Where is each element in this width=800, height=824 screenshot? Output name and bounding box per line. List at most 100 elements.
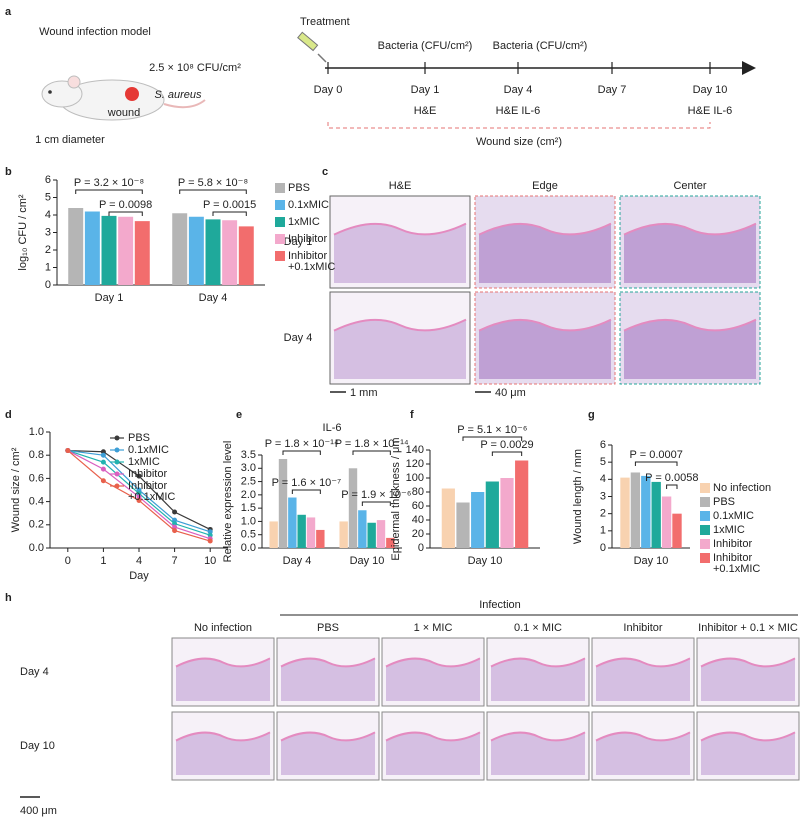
day-label: Day 0 <box>314 84 343 96</box>
epidermis <box>623 222 757 236</box>
significance-bracket <box>212 211 247 216</box>
data-point <box>100 466 106 472</box>
tissue <box>386 732 480 775</box>
column-header: H&E <box>389 180 412 192</box>
y-tick-label: 120 <box>406 458 424 470</box>
legend-label: PBS <box>288 182 310 194</box>
x-tick-label: 7 <box>172 555 178 567</box>
y-tick-label: 0.4 <box>29 496 44 508</box>
syringe <box>297 31 327 63</box>
p-value: P = 0.0029 <box>480 439 533 451</box>
tissue <box>281 658 375 701</box>
y-tick-label: 4 <box>45 209 51 221</box>
y-tick-label: 0 <box>45 279 51 291</box>
scale-bar-label: 1 mm <box>350 387 378 399</box>
x-tick-label: 4 <box>136 555 142 567</box>
y-tick-label: 2 <box>600 508 606 520</box>
legend-label: PBS <box>128 432 150 444</box>
x-tick-label: Day 4 <box>283 555 312 567</box>
y-tick-label: 140 <box>406 444 424 456</box>
wound-size-label: Wound size (cm²) <box>476 136 562 148</box>
epidermis <box>700 657 796 668</box>
y-tick-label: 1 <box>600 525 606 537</box>
y-tick-label: 6 <box>45 174 51 186</box>
y-tick-label: 1.0 <box>241 515 256 527</box>
tissue <box>701 658 795 701</box>
significance-bracket <box>491 451 523 456</box>
day-label: Day 7 <box>598 84 627 96</box>
legend-label: PBS <box>713 496 735 508</box>
y-tick-label: 2.0 <box>241 489 256 501</box>
tissue <box>176 658 270 701</box>
p-value: P = 1.6 × 10⁻⁷ <box>272 477 342 489</box>
tissue <box>479 223 611 283</box>
bar <box>339 521 348 548</box>
bar <box>188 216 204 285</box>
y-tick-label: 20 <box>412 528 424 540</box>
bar <box>134 221 150 285</box>
treatment-label: Treatment <box>300 16 350 28</box>
y-tick-label: 0.8 <box>29 449 44 461</box>
legend-label: 0.1xMIC <box>713 510 754 522</box>
data-point <box>172 509 178 515</box>
y-tick-label: 3 <box>600 490 606 502</box>
bar <box>500 478 514 548</box>
tissue <box>491 732 585 775</box>
legend-label: Inhibitor +0.1xMIC <box>713 552 760 575</box>
y-tick-label: 2 <box>45 244 51 256</box>
scale-bar-label: 40 μm <box>495 387 526 399</box>
column-header: Center <box>673 180 706 192</box>
y-tick-label: 80 <box>412 486 424 498</box>
p-value: P = 0.0015 <box>203 199 256 211</box>
data-point <box>207 532 213 538</box>
x-tick-label: Day 4 <box>199 292 228 304</box>
legend-label: Inhibitor <box>128 468 167 480</box>
epidermis <box>700 731 796 742</box>
p-value: P = 5.8 × 10⁻⁸ <box>178 177 248 189</box>
bar <box>269 521 278 548</box>
legend-label: 0.1xMIC <box>288 199 329 211</box>
panel-label: e <box>236 409 242 421</box>
epidermis <box>623 318 757 332</box>
day-label: Day 4 <box>504 84 533 96</box>
panel-label: g <box>588 409 595 421</box>
p-value: P = 1.8 × 10⁻¹⁴ <box>335 438 409 450</box>
y-tick-label: 1.5 <box>241 502 256 514</box>
legend-swatch <box>275 251 285 261</box>
tissue <box>176 732 270 775</box>
column-header: No infection <box>194 622 252 634</box>
epidermis <box>385 731 481 742</box>
bar <box>456 502 470 548</box>
wound-label: wound <box>107 107 140 119</box>
significance-bracket <box>634 461 678 466</box>
bar <box>348 468 358 548</box>
legend-marker <box>114 483 120 489</box>
data-point <box>172 517 178 523</box>
y-tick-label: 2.5 <box>241 475 256 487</box>
tissue <box>334 223 466 283</box>
epidermis <box>333 222 467 236</box>
bar <box>367 522 376 548</box>
legend-swatch <box>700 539 710 549</box>
legend-label: 0.1xMIC <box>128 444 169 456</box>
data-point <box>100 452 106 458</box>
group-label: Infection <box>479 599 521 611</box>
legend-swatch <box>700 497 710 507</box>
model-title: Wound infection model <box>39 26 151 38</box>
x-tick-label: 0 <box>65 555 71 567</box>
panel-label: f <box>410 409 414 421</box>
bar <box>376 520 386 548</box>
bacteria-label: Bacteria (CFU/cm²) <box>493 40 588 52</box>
bar <box>316 529 325 548</box>
data-point <box>136 487 142 493</box>
bar <box>661 496 672 548</box>
y-axis-label: Epidermal thickness / μm <box>390 437 402 560</box>
p-value: P = 0.0058 <box>645 472 698 484</box>
significance-bracket <box>179 189 247 194</box>
epidermis <box>478 222 612 236</box>
significance-bracket <box>361 501 391 506</box>
y-tick-label: 0.2 <box>29 519 44 531</box>
x-tick-label: 1 <box>100 555 106 567</box>
timeline <box>325 61 756 129</box>
bar <box>672 513 682 548</box>
